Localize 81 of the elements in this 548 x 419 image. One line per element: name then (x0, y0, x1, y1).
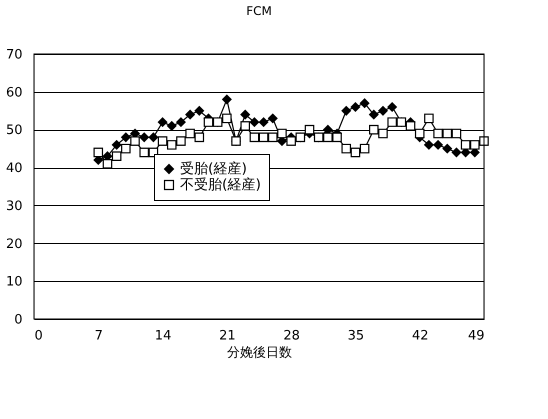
point (341, 106, 352, 116)
point (369, 110, 379, 120)
point (360, 98, 370, 108)
point (185, 110, 195, 120)
point (158, 136, 168, 146)
y-tick-label: 60 (6, 85, 22, 100)
x-axis-title: 分娩後日数 (227, 346, 292, 360)
x-tick-label: 35 (348, 328, 364, 344)
point (360, 144, 370, 154)
point (424, 114, 434, 124)
point (121, 132, 131, 142)
point (222, 94, 232, 104)
point (304, 124, 314, 134)
point (240, 110, 250, 120)
point (387, 102, 397, 112)
point (250, 132, 260, 142)
point (341, 144, 352, 154)
point (323, 132, 333, 142)
y-tick-label: 50 (6, 123, 22, 138)
x-tick-label: 28 (283, 328, 300, 344)
point (369, 124, 379, 134)
x-tick-label: 0 (34, 328, 43, 344)
point (112, 140, 122, 150)
point (139, 132, 149, 142)
point (250, 117, 260, 127)
point (268, 132, 278, 142)
point (452, 148, 462, 158)
point (112, 151, 122, 161)
legend-label: 不受胎(経産) (180, 177, 261, 193)
y-tick-label: 20 (6, 236, 22, 252)
y-tick-label: 70 (6, 48, 22, 62)
point (130, 136, 140, 146)
point (433, 140, 443, 150)
point (204, 117, 214, 127)
point (452, 128, 462, 138)
point (185, 128, 195, 138)
point (414, 128, 424, 138)
point (277, 128, 287, 138)
point (378, 106, 388, 116)
point (176, 117, 186, 127)
point (286, 136, 296, 146)
y-tick-label: 30 (6, 198, 22, 214)
point (240, 121, 250, 131)
point (332, 132, 342, 142)
point (406, 121, 416, 131)
chart-title: FCM (246, 4, 272, 18)
point (94, 148, 104, 158)
point (258, 132, 268, 142)
y-tick-label: 40 (6, 161, 22, 176)
point (121, 144, 131, 154)
point (194, 132, 204, 142)
point (350, 102, 360, 112)
point (479, 136, 489, 146)
point (176, 136, 186, 146)
point (258, 117, 268, 127)
y-tick-label: 0 (14, 312, 22, 328)
point (350, 148, 360, 158)
y-tick-label: 10 (6, 274, 22, 290)
point (442, 128, 452, 138)
point (387, 117, 397, 127)
point (166, 121, 177, 131)
point (424, 140, 434, 150)
point (268, 114, 278, 124)
x-tick-label: 49 (468, 328, 484, 344)
x-tick-label: 21 (219, 328, 236, 344)
point (148, 132, 158, 142)
point (158, 117, 168, 127)
legend-label: 受胎(経産) (180, 161, 247, 177)
x-tick-label: 7 (94, 328, 103, 344)
point (139, 148, 149, 158)
x-tick-label: 42 (412, 328, 428, 344)
point (442, 144, 452, 154)
point (470, 140, 480, 150)
point (222, 114, 232, 124)
point (194, 106, 204, 116)
point (166, 140, 177, 150)
point (378, 128, 388, 138)
point (460, 140, 470, 150)
x-tick-label: 14 (154, 328, 172, 344)
point (102, 159, 112, 169)
point (433, 128, 443, 138)
